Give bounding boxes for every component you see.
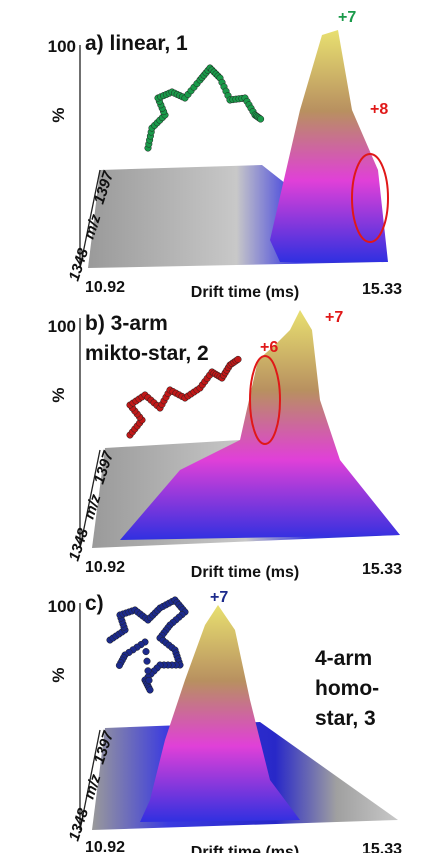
highlight-ellipse	[351, 153, 389, 243]
charge-label: +7	[325, 309, 343, 326]
mz-low: 1348	[66, 526, 93, 564]
charge-label: +6	[260, 339, 278, 356]
bead	[145, 676, 153, 684]
x-end: 15.33	[362, 561, 402, 578]
axis	[79, 603, 101, 831]
charge-label: +8	[370, 101, 388, 118]
highlight-ellipse	[249, 355, 281, 445]
x-start: 10.92	[85, 279, 125, 296]
panel-label: star, 3	[315, 707, 376, 730]
panel-label: c)	[85, 592, 104, 615]
x-end: 15.33	[362, 281, 402, 298]
y-unit: %	[49, 107, 68, 122]
panel-label: 4-arm	[315, 647, 372, 670]
bead	[257, 115, 265, 123]
x-start: 10.92	[85, 559, 125, 576]
panel-label: mikto-star, 2	[85, 342, 209, 365]
panel-a-graphics	[79, 30, 389, 269]
panel-b-graphics	[79, 310, 400, 549]
y-top-label: 100	[48, 37, 76, 56]
bead	[143, 657, 151, 665]
mz-low: 1348	[66, 806, 93, 844]
bead	[142, 648, 150, 656]
mz-low: 1348	[66, 246, 93, 284]
y-top-label: 100	[48, 597, 76, 616]
y-top-label: 100	[48, 317, 76, 336]
axis	[79, 45, 101, 269]
x-label: Drift time (ms)	[191, 284, 299, 301]
panel-label: homo-	[315, 677, 379, 700]
surface-peak	[120, 310, 400, 540]
panel-label: b) 3-arm	[85, 312, 168, 335]
bead	[115, 661, 123, 669]
panel-label: a) linear, 1	[85, 32, 188, 55]
charge-label: +7	[338, 9, 356, 26]
x-label: Drift time (ms)	[191, 844, 299, 853]
y-unit: %	[49, 667, 68, 682]
bead	[146, 686, 154, 694]
bead	[144, 667, 152, 675]
y-unit: %	[49, 387, 68, 402]
bead	[234, 355, 242, 363]
x-label: Drift time (ms)	[191, 564, 299, 581]
x-end: 15.33	[362, 841, 402, 853]
axis	[79, 318, 101, 549]
charge-label: +7	[210, 589, 228, 606]
x-start: 10.92	[85, 839, 125, 853]
panel-c-graphics	[79, 603, 398, 831]
surface-peak	[140, 605, 300, 822]
surface-peak	[270, 30, 388, 262]
